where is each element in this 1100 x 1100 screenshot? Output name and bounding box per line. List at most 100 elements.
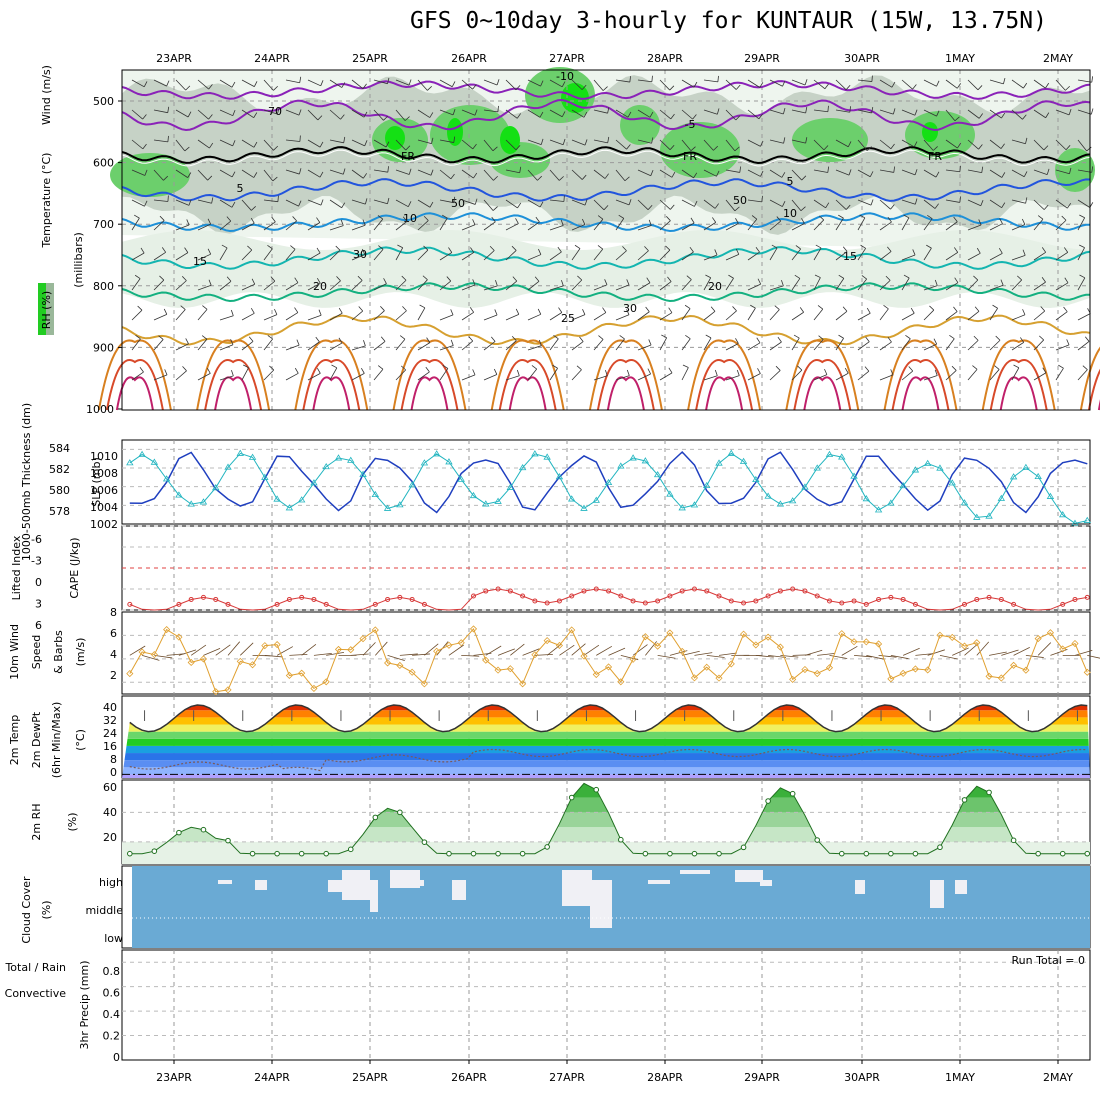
wind-barb [725,139,736,152]
rh2m-marker [249,850,256,857]
wind-barb [989,223,1003,231]
thickness-marker [973,513,981,520]
wind-barb [593,218,604,231]
thickness-marker [862,495,871,502]
wind-barb [273,145,279,151]
isotherm-loop [606,376,645,411]
wind-barb [159,275,165,281]
thickness-marker [310,479,318,486]
wind-barb [186,219,190,226]
wind10m-marker [666,629,674,637]
rh2m-marker [593,786,600,793]
wind-barb [527,199,541,208]
wind10m-marker [568,626,576,634]
wind-barb [835,278,845,291]
wind-barb [540,138,544,145]
wind-barb [692,114,697,120]
wind-barb [732,306,737,312]
wind-barb [175,169,188,178]
run-total-label: Run Total = 0 [1012,954,1086,967]
wind10m-marker [236,657,244,665]
isotherm-loop [687,339,762,411]
wind-barb [561,81,566,88]
wind-barb [735,115,741,121]
wind-barb [320,199,324,206]
wind-barb [241,283,255,291]
wind-barb [686,275,692,280]
wind-barb [681,222,695,231]
wind-barb [294,277,299,283]
wind-barb [439,314,454,321]
wind-barb [285,344,300,351]
li-marker [814,593,820,599]
wind-barb [378,245,384,250]
wind-barb [842,246,848,252]
wind-barb [340,114,345,120]
wind-barb [624,176,630,182]
li-marker [495,586,501,592]
wind-barb [320,80,324,86]
wind-barb [496,79,500,86]
wind-barb [1055,252,1068,261]
li-marker [790,586,796,592]
wind-barb [604,279,608,285]
wind-barb [1003,77,1006,84]
date-label-top: 26APR [451,52,487,65]
thickness-marker [752,475,760,483]
wind-barb [835,169,850,176]
wind-barb [395,109,406,121]
wind-barb [299,168,302,175]
cloud-gap [680,870,710,874]
wind-barb [442,364,449,369]
wind-barb [430,169,434,176]
wind-barb [978,144,983,150]
ylabel-wind10m: 10m Wind [8,624,21,680]
wind-barb [417,169,432,176]
wind-barb [666,216,671,221]
wind10m-marker [862,638,870,646]
wind-barb [945,338,955,351]
li-marker [704,588,710,594]
li-marker [421,601,427,607]
wind-barb [142,143,147,150]
wind-barb [725,278,734,291]
cloud-gap [735,870,763,882]
li-tick: 0 [35,576,42,589]
wind-barb [197,253,211,261]
wind-barb [483,250,495,261]
wind-barb [285,79,300,84]
wind10m-marker [555,641,564,650]
wind10m-barb [682,650,700,656]
wind-barb [685,334,691,340]
ylabel-thickness: 1000-500mb Thickness (dm) [20,403,33,561]
wind-barb [769,220,782,231]
wind-barb [989,199,1002,209]
wind-barb [549,139,564,146]
wind-barb [813,79,826,90]
wind-barb [814,274,821,278]
wind-barb [571,314,586,321]
wind-barb [263,139,274,151]
wind-barb [241,199,252,211]
wind-barb [725,109,737,121]
li-marker [1060,601,1066,607]
wind-barb [954,247,959,253]
wind-barb [361,367,365,374]
isotherm-label: 10 [783,207,797,220]
wind-barb [251,278,256,285]
wind-barb [527,254,542,261]
wind-barb [747,79,761,88]
wind-barb [728,274,734,279]
isotherm-loop [705,376,744,411]
wind-barb [705,334,712,339]
wind-barb [681,279,692,291]
wind-barb [711,217,717,223]
wind-barb [577,275,583,281]
wind-barb [1033,218,1044,231]
wind-barb [849,106,851,113]
wind-barb [395,79,410,86]
wind-barb [665,245,671,251]
wind-barb [835,372,849,381]
wind-barb [967,139,979,150]
wind10m-marker [580,652,588,660]
